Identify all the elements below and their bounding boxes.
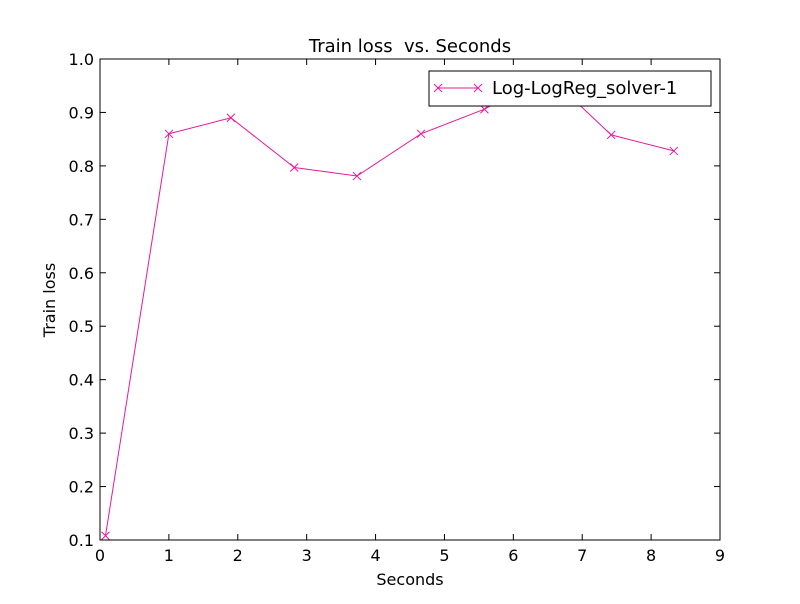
y-tick-label: 0.6 [69,264,94,283]
data-point-x-marker [480,104,489,114]
y-tick-label: 0.1 [69,531,94,550]
data-point-x-marker [606,130,616,140]
x-tick-label: 6 [508,546,518,565]
y-tick-label: 0.5 [69,317,94,336]
x-tick-label: 2 [233,546,243,565]
y-tick-label: 0.4 [69,371,94,390]
x-tick-label: 3 [302,546,312,565]
y-tick-label: 1.0 [69,50,94,69]
axes-layer: 0 1 2 3 4 5 6 7 8 9 0.1 0.2 0.3 0.4 0.5 0.6 0.7 0.8 0.9 1.0 [69,50,726,565]
data-point-x-marker [164,129,174,139]
legend: Log-LogReg_solver-1 [428,70,712,107]
legend-label: Log-LogReg_solver-1 [492,78,677,99]
x-axis-label: Seconds [376,570,443,589]
data-layer [101,70,679,541]
y-tick-label: 0.8 [69,157,94,176]
y-tick-label: 0.2 [69,478,94,497]
x-tick-label: 5 [439,546,449,565]
y-tick-label: 0.3 [69,424,94,443]
data-point-x-marker [352,171,362,181]
series-line [105,74,674,536]
x-tick-label: 9 [715,546,725,565]
x-tick-label: 1 [164,546,174,565]
data-point-x-marker [416,129,426,139]
x-tick-label: 8 [646,546,656,565]
data-point-x-marker [669,146,679,156]
y-tick-label: 0.9 [69,103,94,122]
x-tick-label: 0 [95,546,105,565]
chart-title: Train loss vs. Seconds [308,36,511,57]
y-tick-label: 0.7 [69,210,94,229]
y-axis-label: Train loss [40,263,59,338]
x-tick-label: 4 [370,546,380,565]
data-point-x-marker [226,113,236,123]
data-point-x-marker [101,531,110,541]
data-point-x-marker [289,163,299,172]
legend-x-marker-icon [433,83,483,93]
x-tick-label: 7 [577,546,587,565]
plot-frame [99,58,721,541]
